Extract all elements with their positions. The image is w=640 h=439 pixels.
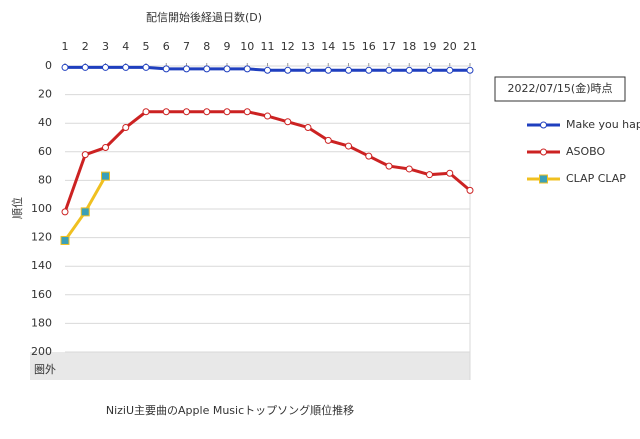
y-tick-label: 160 bbox=[31, 288, 52, 301]
marker bbox=[345, 66, 352, 74]
marker bbox=[405, 66, 413, 74]
x-tick-label: 17 bbox=[382, 40, 396, 53]
x-tick-label: 16 bbox=[362, 40, 376, 53]
marker bbox=[203, 108, 211, 116]
marker bbox=[80, 207, 90, 217]
marker bbox=[102, 63, 109, 71]
legend-label: CLAP CLAP bbox=[566, 172, 626, 185]
marker bbox=[466, 66, 474, 74]
y-tick-label: 60 bbox=[38, 145, 52, 158]
x-tick-label: 4 bbox=[122, 40, 129, 53]
marker bbox=[385, 162, 393, 170]
out-of-range-label: 圏外 bbox=[34, 363, 56, 376]
marker bbox=[345, 142, 352, 150]
x-tick-label: 15 bbox=[342, 40, 356, 53]
marker bbox=[162, 108, 170, 116]
marker bbox=[81, 63, 89, 71]
legend-label: ASOBO bbox=[566, 145, 606, 158]
out-of-range-band bbox=[30, 352, 470, 380]
marker bbox=[81, 151, 89, 159]
marker bbox=[243, 65, 251, 73]
legend-label: Make you happy bbox=[566, 118, 640, 131]
legend-marker bbox=[540, 148, 547, 156]
x-tick-label: 14 bbox=[321, 40, 335, 53]
marker bbox=[446, 169, 454, 177]
note-box bbox=[494, 76, 626, 102]
legend-marker bbox=[539, 174, 548, 184]
marker bbox=[101, 171, 110, 181]
x-tick-label: 9 bbox=[224, 40, 231, 53]
marker bbox=[466, 186, 474, 194]
marker bbox=[446, 66, 454, 74]
x-tick-label: 21 bbox=[463, 40, 477, 53]
marker bbox=[61, 208, 69, 216]
marker bbox=[122, 123, 130, 131]
legend-marker bbox=[540, 121, 547, 129]
marker bbox=[223, 65, 231, 73]
x-tick-label: 11 bbox=[261, 40, 275, 53]
marker bbox=[426, 66, 433, 74]
marker bbox=[264, 112, 271, 120]
marker bbox=[284, 118, 292, 126]
marker bbox=[142, 108, 150, 116]
marker bbox=[304, 123, 312, 131]
caption: NiziU主要曲のApple Musicトップソング順位推移 bbox=[106, 403, 354, 417]
marker bbox=[60, 235, 70, 245]
marker bbox=[304, 66, 312, 74]
x-tick-label: 8 bbox=[203, 40, 210, 53]
marker bbox=[142, 63, 150, 71]
y-tick-label: 80 bbox=[38, 173, 52, 186]
marker bbox=[102, 144, 109, 152]
x-tick-label: 12 bbox=[281, 40, 295, 53]
x-tick-label: 7 bbox=[183, 40, 190, 53]
marker bbox=[365, 66, 373, 74]
y-axis-label: 順位 bbox=[10, 197, 24, 219]
marker bbox=[61, 63, 69, 71]
x-tick-label: 2 bbox=[82, 40, 89, 53]
x-tick-label: 18 bbox=[402, 40, 416, 53]
marker bbox=[223, 108, 231, 116]
x-axis-label: 配信開始後経過日数(D) bbox=[146, 10, 262, 24]
x-tick-label: 5 bbox=[143, 40, 150, 53]
marker bbox=[203, 65, 211, 73]
y-tick-label: 0 bbox=[45, 59, 52, 72]
y-tick-label: 100 bbox=[31, 202, 52, 215]
y-tick-label: 200 bbox=[31, 345, 52, 358]
y-tick-label: 180 bbox=[31, 316, 52, 329]
marker bbox=[405, 165, 413, 173]
y-tick-label: 140 bbox=[31, 259, 52, 272]
marker bbox=[365, 152, 373, 160]
marker bbox=[385, 66, 393, 74]
marker bbox=[122, 63, 130, 71]
marker bbox=[183, 108, 190, 116]
x-tick-label: 19 bbox=[423, 40, 437, 53]
x-tick-label: 13 bbox=[301, 40, 315, 53]
x-tick-label: 10 bbox=[240, 40, 254, 53]
marker bbox=[284, 66, 292, 74]
marker bbox=[162, 65, 170, 73]
marker bbox=[324, 66, 332, 74]
marker bbox=[243, 108, 251, 116]
y-tick-label: 40 bbox=[38, 116, 52, 129]
marker bbox=[183, 65, 190, 73]
y-tick-label: 20 bbox=[38, 88, 52, 101]
x-tick-label: 6 bbox=[163, 40, 170, 53]
x-tick-label: 20 bbox=[443, 40, 457, 53]
x-tick-label: 1 bbox=[62, 40, 69, 53]
note: 2022/07/15(金)時点 bbox=[508, 81, 613, 95]
y-tick-label: 120 bbox=[31, 231, 52, 244]
marker bbox=[426, 171, 433, 179]
marker bbox=[324, 136, 332, 144]
x-tick-label: 3 bbox=[102, 40, 109, 53]
marker bbox=[264, 66, 271, 74]
